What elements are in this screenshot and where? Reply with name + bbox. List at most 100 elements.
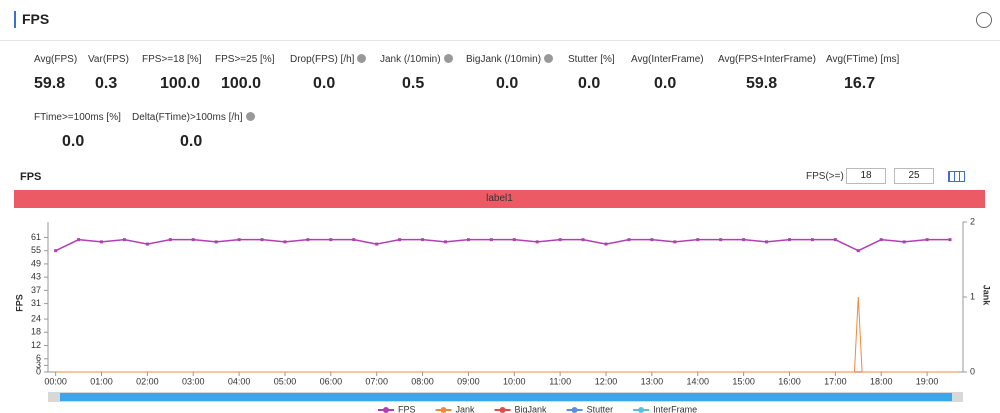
point-marker	[100, 240, 104, 244]
x-tick-label: 13:00	[641, 376, 664, 386]
x-tick-label: 02:00	[136, 376, 159, 386]
x-tick-label: 09:00	[457, 376, 480, 386]
point-marker	[879, 238, 883, 242]
point-marker	[765, 240, 769, 244]
point-marker	[673, 240, 677, 244]
point-marker	[145, 242, 149, 246]
point-marker	[902, 240, 906, 244]
point-marker	[191, 238, 195, 242]
metric-value: 16.7	[844, 75, 876, 92]
metric-label-text: BigJank (/10min)	[466, 54, 542, 65]
threshold-input[interactable]: 18	[846, 168, 886, 184]
legend-dot	[499, 407, 506, 413]
legend-dot	[638, 407, 645, 413]
point-marker	[168, 238, 172, 242]
y-tick-label: 12	[31, 340, 41, 350]
y-tick-label: 55	[31, 245, 41, 255]
point-marker	[237, 238, 241, 242]
title-accent	[14, 11, 16, 28]
y-axis-label: FPS	[14, 294, 24, 312]
help-icon[interactable]	[357, 54, 367, 63]
metric-label: Var(FPS)	[88, 54, 129, 65]
metric-label-text: FPS>=25 [%]	[215, 54, 275, 65]
y2-tick-label: 1	[970, 291, 975, 301]
point-marker	[627, 238, 631, 242]
metric-label: Avg(FPS+InterFrame)	[718, 54, 816, 65]
metric-label: Drop(FPS) [/h]	[290, 54, 367, 65]
x-tick-label: 06:00	[320, 376, 343, 386]
point-marker	[306, 238, 310, 242]
metric-value: 0.0	[578, 75, 601, 92]
metric-label-text: Avg(FPS)	[34, 54, 78, 65]
metric-label: FPS>=25 [%]	[215, 54, 274, 65]
metric-label-text: Avg(FTime) [ms]	[826, 54, 900, 65]
table-icon[interactable]	[948, 171, 965, 182]
metric-label-text: Drop(FPS) [/h]	[290, 54, 355, 65]
point-marker	[925, 238, 929, 242]
point-marker	[398, 238, 402, 242]
legend-label: InterFrame	[653, 404, 697, 413]
metric-label: Stutter [%]	[568, 54, 615, 65]
legend-dot	[440, 407, 447, 413]
x-tick-label: 01:00	[90, 376, 113, 386]
metric-value: 0.0	[62, 133, 85, 150]
point-marker	[604, 242, 608, 246]
metric-label-text: Avg(FPS+InterFrame)	[718, 54, 816, 65]
x-tick-label: 17:00	[824, 376, 847, 386]
y-tick-label: 31	[31, 298, 41, 308]
point-marker	[512, 238, 516, 242]
metric-label-text: Var(FPS)	[88, 54, 129, 65]
y-tick-label: 61	[31, 232, 41, 242]
metric-value: 0.3	[95, 75, 118, 92]
y-tick-label: 0	[36, 366, 41, 376]
y-tick-label: 24	[31, 313, 41, 323]
legend-label: Stutter	[587, 404, 614, 413]
x-tick-label: 19:00	[916, 376, 939, 386]
point-marker	[856, 249, 860, 253]
collapse-button[interactable]	[976, 12, 992, 28]
point-marker	[443, 240, 447, 244]
metric-label-text: Stutter [%]	[568, 54, 615, 65]
help-icon[interactable]	[544, 54, 554, 63]
x-tick-label: 11:00	[549, 376, 571, 386]
y2-axis-label: Jank	[982, 285, 992, 307]
legend-label: Jank	[456, 404, 476, 413]
metric-label: BigJank (/10min)	[466, 54, 554, 65]
x-tick-label: 18:00	[870, 376, 893, 386]
point-marker	[352, 238, 356, 242]
point-marker	[77, 238, 81, 242]
point-marker	[696, 238, 700, 242]
metric-label: Jank (/10min)	[380, 54, 453, 65]
y-tick-label: 6	[36, 353, 41, 363]
help-icon[interactable]	[443, 54, 453, 63]
metric-value: 59.8	[746, 75, 778, 92]
point-marker	[283, 240, 287, 244]
metric-label: Avg(FTime) [ms]	[826, 54, 899, 65]
point-marker	[948, 238, 952, 242]
metric-value: 0.5	[402, 75, 425, 92]
legend-label: BigJank	[515, 404, 548, 413]
page-title: FPS	[22, 11, 50, 27]
point-marker	[787, 238, 791, 242]
point-marker	[214, 240, 218, 244]
y-tick-label: 49	[31, 258, 41, 268]
metric-value: 59.8	[34, 75, 66, 92]
y2-tick-label: 0	[970, 366, 975, 376]
metric-label: FTime>=100ms [%]	[34, 112, 121, 123]
metric-value: 100.0	[221, 75, 262, 92]
point-marker	[421, 238, 425, 242]
point-marker	[742, 238, 746, 242]
help-icon[interactable]	[245, 112, 255, 121]
x-tick-label: 10:00	[503, 376, 526, 386]
metric-label-text: Delta(FTime)>100ms [/h]	[132, 112, 243, 123]
threshold-input[interactable]: 25	[894, 168, 934, 184]
point-marker	[833, 238, 837, 242]
point-marker	[466, 238, 470, 242]
divider	[0, 40, 1000, 41]
metric-value: 0.0	[654, 75, 677, 92]
y2-tick-label: 2	[970, 216, 975, 226]
y-tick-label: 18	[31, 327, 41, 337]
point-marker	[535, 240, 539, 244]
